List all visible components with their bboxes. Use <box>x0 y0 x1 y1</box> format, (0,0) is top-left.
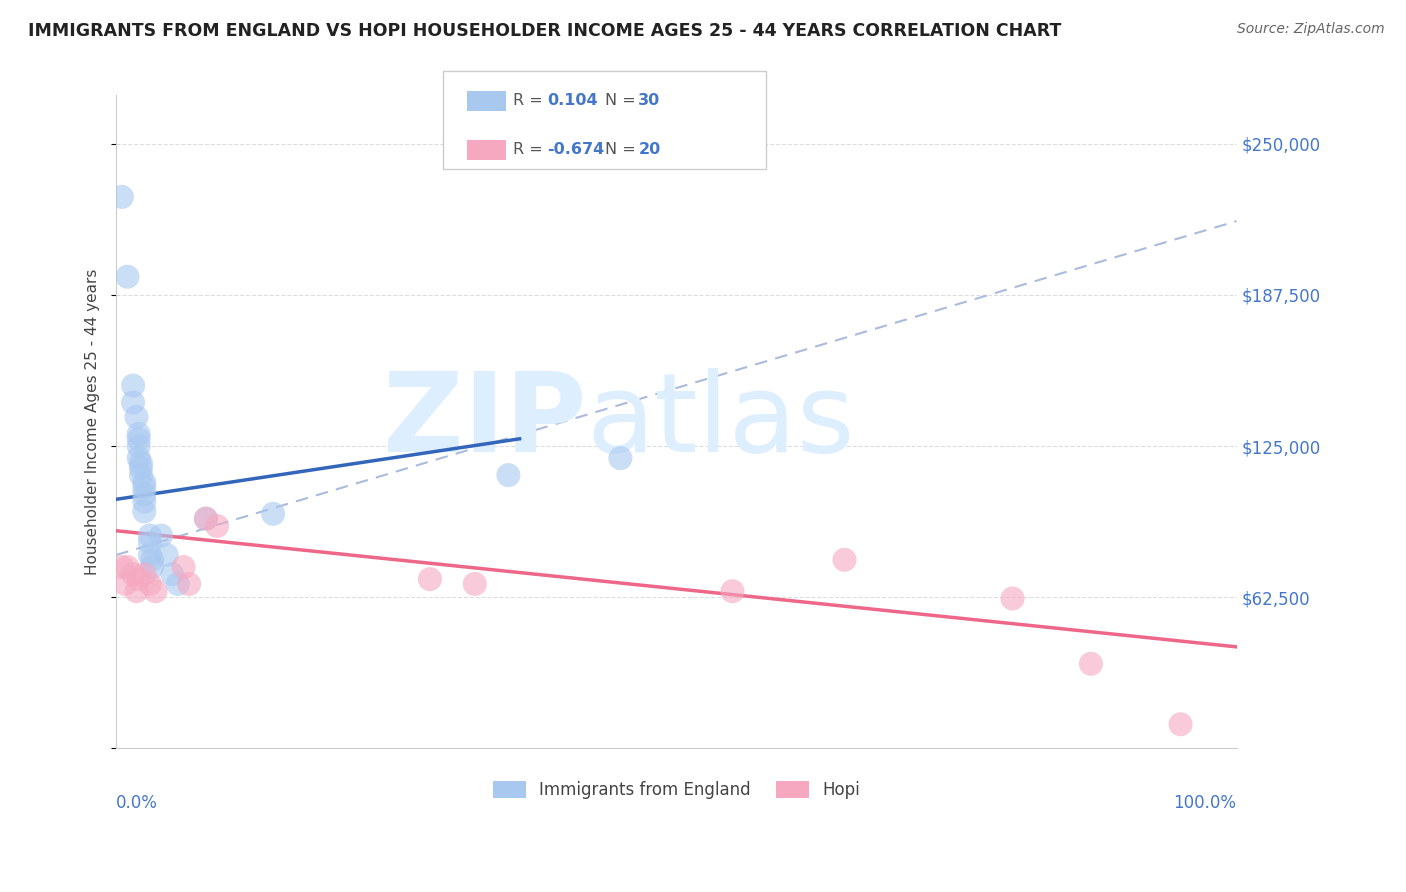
Point <box>721 584 744 599</box>
Point <box>177 577 200 591</box>
Point <box>162 567 184 582</box>
Text: 30: 30 <box>638 94 661 108</box>
Text: Source: ZipAtlas.com: Source: ZipAtlas.com <box>1237 22 1385 37</box>
Point <box>128 427 150 442</box>
Point <box>156 548 179 562</box>
Text: N =: N = <box>605 94 636 108</box>
Point <box>139 536 162 550</box>
Point <box>128 439 150 453</box>
Point <box>609 451 631 466</box>
Text: N =: N = <box>605 143 636 157</box>
Text: 100.0%: 100.0% <box>1174 794 1237 813</box>
Text: ZIP: ZIP <box>384 368 586 475</box>
Point <box>498 468 520 483</box>
Point <box>139 528 162 542</box>
Point <box>1001 591 1024 606</box>
Point <box>128 451 150 466</box>
Point <box>129 456 152 470</box>
Point <box>205 519 228 533</box>
Point <box>134 487 156 501</box>
Point <box>834 553 856 567</box>
Point <box>129 460 152 475</box>
Point <box>1170 717 1192 731</box>
Point <box>262 507 284 521</box>
Point <box>464 577 486 591</box>
Point <box>141 553 163 567</box>
Point <box>419 572 441 586</box>
Point <box>125 410 148 425</box>
Point <box>134 494 156 508</box>
Point <box>122 378 145 392</box>
Point <box>194 511 217 525</box>
Point <box>111 560 134 574</box>
Text: R =: R = <box>513 94 543 108</box>
Text: 20: 20 <box>638 143 661 157</box>
Point <box>134 567 156 582</box>
Text: R =: R = <box>513 143 543 157</box>
Text: IMMIGRANTS FROM ENGLAND VS HOPI HOUSEHOLDER INCOME AGES 25 - 44 YEARS CORRELATIO: IMMIGRANTS FROM ENGLAND VS HOPI HOUSEHOL… <box>28 22 1062 40</box>
Point <box>114 577 136 591</box>
Point <box>167 577 190 591</box>
Text: 0.104: 0.104 <box>547 94 598 108</box>
Point <box>129 468 152 483</box>
Point <box>117 560 139 574</box>
Point <box>122 395 145 409</box>
Text: -0.674: -0.674 <box>547 143 605 157</box>
Point <box>117 269 139 284</box>
Text: 0.0%: 0.0% <box>117 794 157 813</box>
Point <box>125 584 148 599</box>
Point <box>122 567 145 582</box>
Point <box>141 560 163 574</box>
Point <box>173 560 195 574</box>
Point <box>128 572 150 586</box>
Point <box>139 577 162 591</box>
Point <box>128 432 150 446</box>
Point <box>111 190 134 204</box>
Point <box>145 584 167 599</box>
Point <box>194 511 217 525</box>
Text: atlas: atlas <box>586 368 855 475</box>
Point <box>134 475 156 490</box>
Point <box>139 548 162 562</box>
Y-axis label: Householder Income Ages 25 - 44 years: Householder Income Ages 25 - 44 years <box>86 268 100 575</box>
Point <box>134 504 156 518</box>
Point <box>1080 657 1102 671</box>
Point <box>150 528 173 542</box>
Legend: Immigrants from England, Hopi: Immigrants from England, Hopi <box>486 774 868 805</box>
Point <box>134 480 156 494</box>
